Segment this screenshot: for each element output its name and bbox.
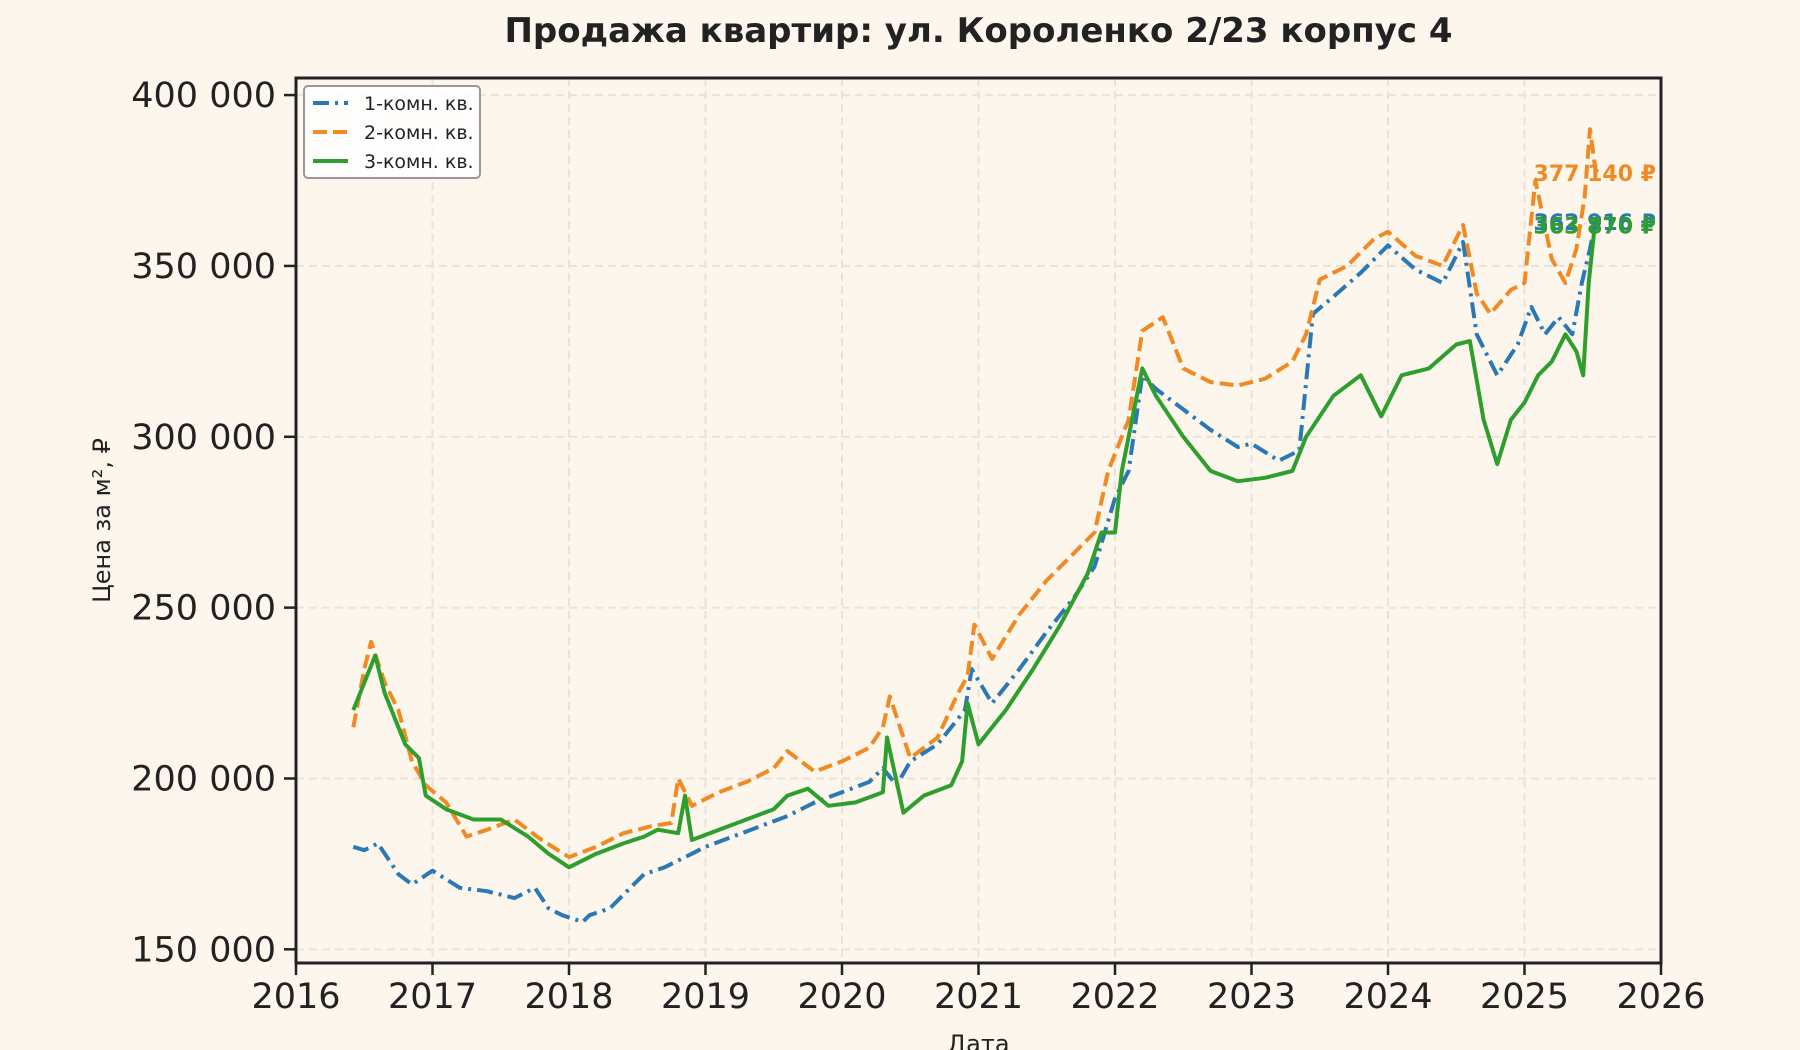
plot-frame	[294, 76, 1663, 965]
end-value-label-3: 363 870 ₽	[1534, 215, 1656, 240]
grid	[295, 78, 1662, 963]
x-axis: 2016 2017 2018 2019 2020 2021 2022 2023 2024 2025…	[251, 963, 1706, 1017]
y-tick-label: 250 000	[131, 589, 276, 629]
y-axis: 150 000 200 000 250 000 300 000 350 000 400 0…	[131, 76, 296, 970]
series-line-2	[351, 127, 1602, 860]
y-tick-label: 350 000	[131, 247, 276, 287]
x-tick-label: 2019	[661, 977, 750, 1017]
series-line-1	[352, 219, 1601, 924]
x-tick-label: 2026	[1616, 977, 1705, 1017]
end-value-label-2: 377 140 ₽	[1534, 162, 1656, 187]
y-tick-label: 400 000	[131, 76, 276, 116]
x-tick-label: 2017	[388, 977, 477, 1017]
end-value-label-1: 362 916 ₽	[1534, 211, 1656, 236]
legend-label-3: 3-комн. кв.	[364, 151, 474, 173]
x-tick-label: 2021	[934, 977, 1023, 1017]
chart-title: Продажа квартир: ул. Короленко 2/23 корп…	[504, 11, 1452, 51]
y-tick-label: 150 000	[131, 930, 276, 970]
end-labels: 362 916 ₽ 377 140 ₽ 363 870 ₽	[1534, 162, 1656, 239]
x-tick-label: 2020	[797, 977, 886, 1017]
x-tick-label: 2016	[251, 977, 340, 1017]
x-tick-label: 2025	[1480, 977, 1569, 1017]
x-tick-label: 2018	[524, 977, 613, 1017]
legend-box	[303, 85, 481, 179]
y-tick-label: 300 000	[131, 418, 276, 458]
x-axis-label: Дата	[947, 1030, 1009, 1050]
y-tick-label: 200 000	[131, 759, 276, 799]
series-line-3	[351, 216, 1601, 870]
legend: 1-комн. кв. 2-комн. кв. 3-комн. кв.	[303, 85, 481, 179]
legend-label-1: 1-комн. кв.	[364, 93, 474, 115]
series-layer	[351, 127, 1602, 924]
y-axis-label: Цена за м², ₽	[88, 438, 116, 603]
legend-label-2: 2-комн. кв.	[364, 122, 474, 144]
x-tick-label: 2022	[1070, 977, 1159, 1017]
x-tick-label: 2023	[1207, 977, 1296, 1017]
x-tick-label: 2024	[1343, 977, 1432, 1017]
